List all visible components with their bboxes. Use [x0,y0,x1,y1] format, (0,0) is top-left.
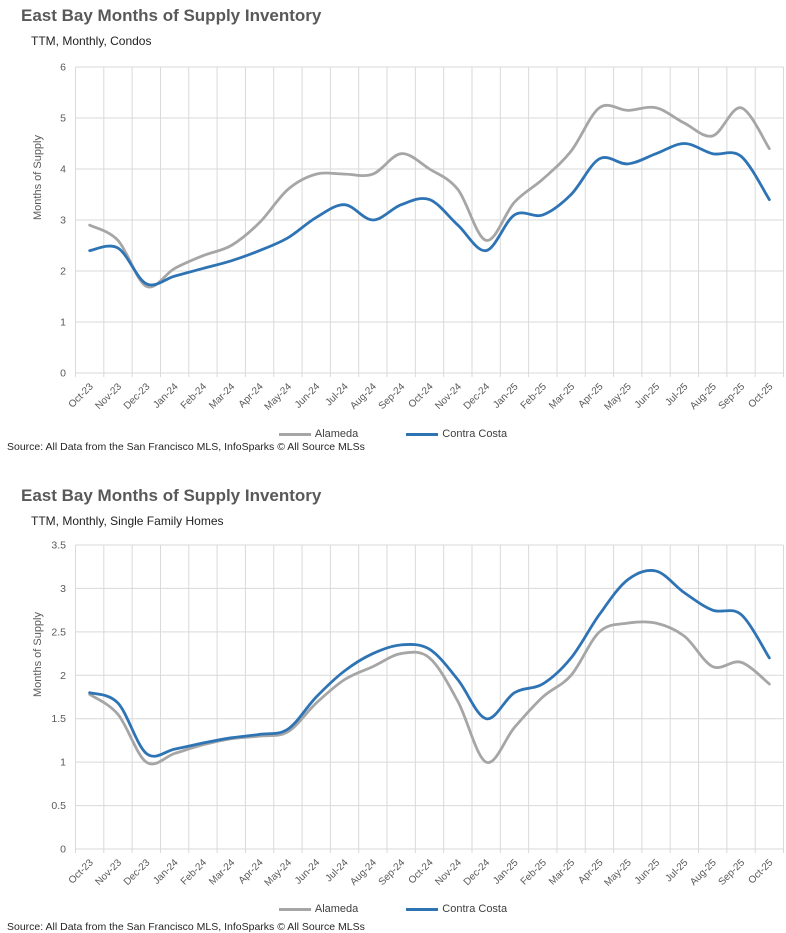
x-tick-label: Sep-24 [377,857,408,888]
x-tick-label: Jan-24 [151,381,181,411]
y-tick-label: 1.5 [51,713,66,725]
x-tick-label: Oct-24 [407,857,436,886]
series-line-alameda [88,103,771,289]
series-line-alameda [88,620,771,766]
alameda-line-swatch [278,907,311,911]
x-tick-label: Mar-24 [207,381,237,411]
chart-subtitle: TTM, Monthly, Condos [31,34,152,48]
source-note: Source: All Data from the San Francisco … [7,921,365,933]
x-tick-label: Aug-24 [348,381,379,412]
y-tick-label: 1 [60,757,66,769]
y-tick-label: 0 [60,844,66,856]
x-tick-label: Jan-25 [491,857,521,887]
x-tick-label: Feb-24 [179,857,209,887]
x-tick-label: Feb-25 [519,381,549,411]
x-tick-label: Nov-24 [433,381,464,412]
x-tick-label: Aug-24 [348,857,379,888]
x-tick-label: Mar-24 [207,857,237,887]
x-tick-label: Jun-24 [293,857,323,887]
x-tick-label: Dec-24 [462,857,493,888]
x-tick-label: Apr-25 [577,381,606,410]
y-tick-label: 4 [60,164,66,176]
y-tick-label: 3 [60,215,66,227]
legend-label-contra-costa: Contra Costa [442,903,508,915]
x-tick-label: Feb-24 [179,381,209,411]
y-tick-label: 0.5 [51,800,66,812]
x-tick-label: Apr-25 [577,857,606,886]
chart-title: East Bay Months of Supply Inventory [21,486,322,505]
y-tick-label: 2 [60,266,66,278]
x-tick-label: Jul-24 [324,857,351,884]
condos-line-chart: 0123456Oct-23Nov-23Dec-23Jan-24Feb-24Mar… [60,62,784,413]
x-tick-label: Jun-24 [293,381,323,411]
y-tick-label: 3.5 [51,540,66,552]
x-tick-label: Mar-25 [547,381,577,411]
legend: Alameda Contra Costa [0,903,786,915]
x-tick-label: Oct-23 [67,381,96,410]
x-tick-label: Dec-24 [462,381,493,412]
x-tick-label: Oct-25 [746,381,775,410]
x-tick-label: Jun-25 [633,857,663,887]
x-tick-label: Aug-25 [688,857,719,888]
x-tick-label: Oct-25 [746,857,775,886]
y-tick-label: 6 [60,62,66,74]
x-tick-label: Jul-24 [324,381,351,408]
legend-item-contra-costa: Contra Costa [406,428,507,440]
y-tick-label: 2 [60,670,66,682]
x-tick-label: May-24 [263,857,295,889]
contra-costa-line-swatch [406,432,439,436]
x-tick-label: May-25 [602,857,634,889]
x-tick-label: Oct-23 [67,857,96,886]
x-tick-label: Jan-24 [151,857,181,887]
x-tick-label: Jun-25 [633,381,663,411]
legend: Alameda Contra Costa [0,428,786,440]
x-tick-label: Jan-25 [491,381,521,411]
x-tick-label: Nov-24 [433,857,464,888]
x-tick-label: Nov-23 [94,381,125,412]
legend-item-contra-costa: Contra Costa [406,903,507,915]
y-tick-label: 2.5 [51,626,66,638]
series-line-contra-costa [88,142,771,287]
contra-costa-line-swatch [406,907,439,911]
x-tick-label: Dec-23 [122,381,153,412]
x-tick-label: Sep-24 [377,381,408,412]
x-tick-label: Oct-24 [407,381,436,410]
series-line-contra-costa [88,569,771,758]
x-tick-label: Feb-25 [519,857,549,887]
x-tick-label: Jul-25 [663,381,690,408]
single-family-chart-section: East Bay Months of Supply Inventory TTM,… [0,465,786,933]
x-tick-label: Sep-25 [717,857,748,888]
legend-item-alameda: Alameda [278,428,359,440]
source-note: Source: All Data from the San Francisco … [7,441,365,453]
x-tick-label: Jul-25 [663,857,690,884]
x-tick-label: Apr-24 [237,381,266,410]
x-tick-label: Sep-25 [717,381,748,412]
y-tick-label: 0 [60,368,66,380]
x-tick-label: Dec-23 [122,857,153,888]
x-tick-label: Nov-23 [94,857,125,888]
legend-item-alameda: Alameda [278,903,359,915]
legend-label-alameda: Alameda [314,428,359,440]
x-tick-label: Apr-24 [237,857,266,886]
y-tick-label: 5 [60,113,66,125]
chart-title: East Bay Months of Supply Inventory [21,6,322,25]
x-tick-label: Aug-25 [688,381,719,412]
alameda-line-swatch [278,432,311,436]
y-tick-label: 1 [60,317,66,329]
y-tick-label: 3 [60,583,66,595]
x-tick-label: Mar-25 [547,857,577,887]
legend-label-alameda: Alameda [314,903,359,915]
x-tick-label: May-25 [602,381,634,413]
x-tick-label: May-24 [263,381,295,413]
chart-subtitle: TTM, Monthly, Single Family Homes [31,514,224,528]
condos-chart-section: East Bay Months of Supply Inventory TTM,… [0,0,786,465]
single-family-line-chart: 0 0.5 1 1.5 2 2.5 3 3.5 Oct-23Nov-23Dec-23Jan-24… [51,540,784,889]
legend-label-contra-costa: Contra Costa [442,428,508,440]
